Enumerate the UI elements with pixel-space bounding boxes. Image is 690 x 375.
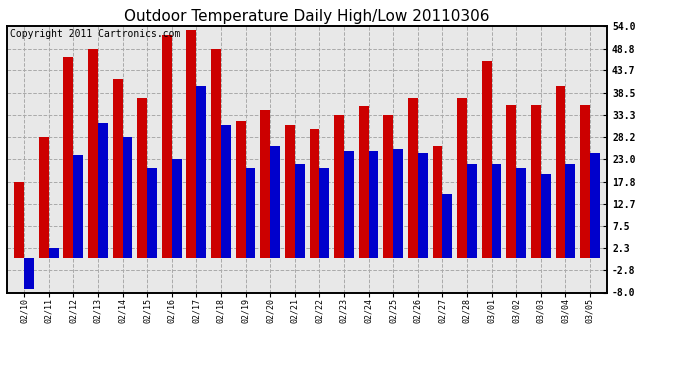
Bar [417,153,428,258]
Bar [137,98,147,258]
Bar [186,30,197,258]
Bar [211,49,221,258]
Bar [442,194,452,258]
Text: Copyright 2011 Cartronics.com: Copyright 2011 Cartronics.com [10,29,180,39]
Bar [260,110,270,258]
Bar [467,164,477,258]
Bar [112,79,123,258]
Bar [580,105,590,258]
Bar [24,258,34,289]
Bar [295,164,304,258]
Bar [482,61,491,258]
Bar [49,248,59,258]
Bar [506,105,516,258]
Bar [541,174,551,258]
Bar [310,129,319,258]
Bar [236,121,246,258]
Bar [88,49,98,258]
Bar [319,168,329,258]
Bar [531,105,541,258]
Bar [491,164,502,258]
Bar [147,168,157,258]
Bar [344,151,354,258]
Bar [393,148,403,258]
Bar [246,168,255,258]
Bar [221,126,230,258]
Bar [516,168,526,258]
Bar [73,155,83,258]
Bar [457,98,467,258]
Bar [590,153,600,258]
Bar [123,137,132,258]
Bar [368,151,378,258]
Bar [98,123,108,258]
Bar [39,137,49,258]
Bar [285,126,295,258]
Title: Outdoor Temperature Daily High/Low 20110306: Outdoor Temperature Daily High/Low 20110… [124,9,490,24]
Bar [334,115,344,258]
Bar [197,86,206,258]
Bar [14,182,24,258]
Bar [408,98,417,258]
Bar [555,86,565,258]
Bar [63,57,73,258]
Bar [162,35,172,258]
Bar [433,147,442,258]
Bar [359,106,368,258]
Bar [270,147,280,258]
Bar [565,164,575,258]
Bar [172,159,181,258]
Bar [384,115,393,258]
